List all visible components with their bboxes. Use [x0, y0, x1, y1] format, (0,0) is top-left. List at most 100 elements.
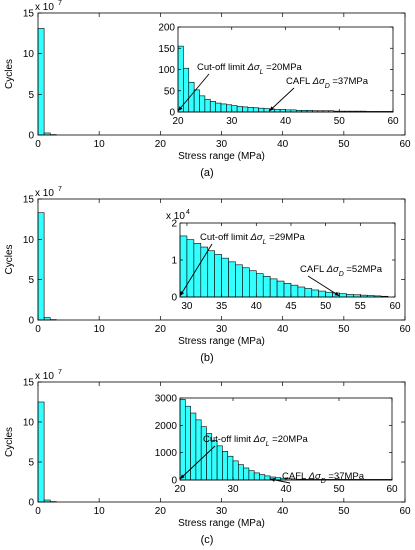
inset-x-tick-label: 50	[334, 116, 346, 127]
y-tick-label: 15	[23, 9, 35, 20]
inset-bar	[258, 107, 265, 113]
annotation-suffix: =52MPa	[344, 264, 383, 275]
inset-annotation: CAFL ΔσD =37MPa	[286, 76, 369, 90]
inset-annotation: Cut-off limit ΔσL =20MPa	[203, 434, 309, 448]
x-tick-label: 50	[338, 324, 350, 335]
inset-y-tick-label: 150	[158, 44, 175, 55]
inset-bar	[199, 95, 206, 113]
y-tick-label: 5	[28, 90, 34, 101]
inset-bar	[243, 467, 250, 481]
inset-y-tick-label: 0	[169, 108, 175, 119]
inset-annotation: Cut-off limit ΔσL =29MPa	[200, 232, 306, 246]
y-exponent: 7	[58, 369, 62, 376]
inset-bar	[235, 264, 243, 298]
x-tick-label: 0	[35, 324, 41, 335]
inset-bar	[190, 412, 197, 481]
inset-annotation: CAFL ΔσD =37MPa	[282, 471, 365, 485]
inset-x-tick-label: 40	[280, 116, 292, 127]
inset-bar	[255, 273, 264, 298]
x-tick-label: 50	[338, 506, 350, 517]
inset-exponent: 4	[186, 209, 190, 216]
inset-bar	[231, 105, 238, 113]
annotation-symbol: Δσ	[247, 62, 261, 73]
chart-panel-a: 0 10 20 30 40 50 60 0 5 10 15x 10 7 Cycles Stress ran…	[4, 0, 411, 179]
y-exponent-label: x 10	[35, 2, 54, 13]
inset-y-tick-label: 2	[171, 219, 177, 230]
inset-bar	[227, 455, 234, 481]
inset-bar	[311, 289, 320, 298]
annotation-prefix: CAFL	[286, 76, 313, 87]
inset-bar	[247, 107, 254, 113]
annotation-arrowhead	[180, 291, 185, 296]
inset-bar	[228, 261, 236, 298]
inset-bar	[248, 470, 255, 481]
x-tick-label: 20	[155, 139, 167, 150]
inset-y-tick-label: 0	[171, 293, 177, 304]
y-axis-label: Cycles	[4, 244, 15, 274]
annotation-arrowhead	[180, 474, 185, 479]
inset-bar	[200, 246, 209, 298]
panel-label: (b)	[200, 352, 213, 364]
inset-y-tick-label: 1000	[155, 448, 178, 459]
inset-bar	[253, 472, 260, 481]
bar	[37, 401, 45, 503]
inset-bar	[242, 267, 250, 298]
inset-bar	[183, 67, 190, 113]
x-tick-label: 50	[338, 139, 350, 150]
inset-bar	[262, 275, 271, 298]
panel-label: (a)	[200, 167, 213, 179]
annotation-arrowhead	[178, 106, 183, 111]
inset-x-tick-label: 30	[181, 301, 193, 312]
inset-background	[178, 27, 393, 112]
annotation-suffix: =20MPa	[264, 62, 303, 73]
y-tick-label: 0	[28, 498, 34, 509]
y-tick-label: 0	[28, 316, 34, 327]
y-exponent-label: x 10	[35, 188, 54, 199]
inset-annotation: CAFL ΔσD =52MPa	[300, 264, 383, 278]
x-tick-label: 10	[94, 506, 106, 517]
annotation-prefix: Cut-off limit	[197, 62, 248, 73]
y-axis-label: Cycles	[4, 59, 15, 89]
inset-bar	[259, 474, 266, 481]
inset-bar	[264, 475, 271, 481]
x-tick-label: 60	[399, 506, 411, 517]
inset-x-tick-label: 20	[172, 116, 184, 127]
annotation-arrowhead	[334, 291, 340, 296]
annotation-suffix: =20MPa	[270, 434, 309, 445]
inset-bar	[276, 280, 285, 298]
inset-bar	[195, 419, 202, 481]
x-tick-label: 0	[35, 139, 41, 150]
inset-x-tick-label: 50	[333, 484, 345, 495]
annotation-sub: L	[263, 239, 267, 246]
y-tick-label: 10	[23, 49, 35, 60]
inset-bar	[249, 270, 257, 298]
annotation-arrow	[307, 275, 340, 297]
x-tick-label: 60	[399, 139, 411, 150]
bar	[37, 28, 45, 136]
inset-x-tick-label: 40	[251, 301, 263, 312]
annotation-symbol: Δσ	[312, 76, 326, 87]
y-tick-label: 10	[23, 235, 35, 246]
inset-x-tick-label: 20	[174, 484, 186, 495]
x-tick-label: 20	[155, 324, 167, 335]
inset-bar	[185, 405, 191, 481]
inset-x-tick-label: 55	[355, 301, 367, 312]
annotation-arrowhead	[269, 106, 275, 111]
inset-x-tick-label: 30	[227, 484, 239, 495]
annotation-symbol: Δσ	[308, 471, 322, 482]
inset-bar	[186, 239, 195, 298]
annotation-sub: D	[321, 478, 326, 485]
inset-bar	[193, 89, 200, 113]
x-tick-label: 30	[216, 324, 228, 335]
y-exponent: 7	[58, 186, 62, 193]
y-tick-label: 10	[23, 418, 35, 429]
inset-annotation: Cut-off limit ΔσL =20MPa	[197, 62, 303, 76]
inset-bar	[318, 290, 326, 298]
inset-bar	[297, 286, 306, 298]
annotation-arrowhead	[270, 477, 275, 482]
chart-panel-c: 0 10 20 30 40 50 60 0 5 10 15x 10 7 Cycles Stress ran…	[4, 369, 411, 546]
x-tick-label: 40	[277, 506, 289, 517]
inset-bar	[236, 106, 243, 113]
